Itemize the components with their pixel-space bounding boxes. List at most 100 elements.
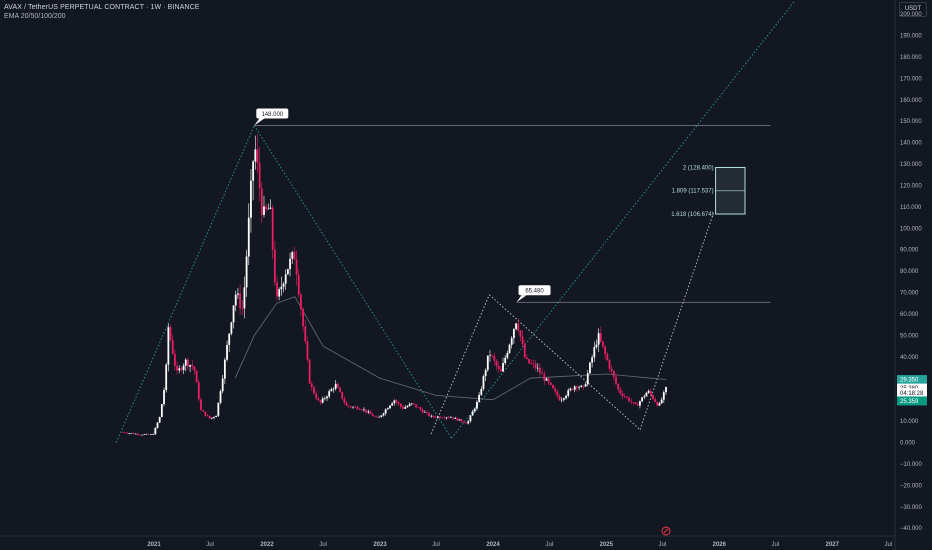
candle-body [641, 397, 643, 402]
candle-body [187, 359, 189, 367]
candle-body [413, 403, 415, 405]
candle-body [217, 402, 220, 416]
candle-body [280, 286, 283, 290]
y-tick-label: −10.000 [900, 462, 923, 468]
candle-body [130, 433, 133, 434]
candle-body [608, 360, 611, 369]
x-tick-label: 2023 [373, 542, 387, 548]
candle-body [434, 416, 437, 418]
candle-body [334, 383, 337, 389]
candle-body [467, 421, 470, 424]
indicator-label[interactable]: EMA 20/50/100/200 [4, 13, 66, 20]
candle-body [634, 402, 637, 405]
y-tick-label: −20.000 [900, 483, 923, 489]
candle-body [476, 401, 478, 409]
candle-body [399, 403, 402, 407]
candle-body [665, 387, 667, 393]
candle-body [178, 368, 181, 371]
candle-body [508, 344, 511, 353]
candle-body [643, 396, 646, 398]
candle-body [189, 365, 191, 367]
y-tick-label: 0.000 [900, 441, 916, 447]
candle-body [143, 434, 146, 435]
candle-body [482, 376, 485, 389]
y-tick-label: 120.000 [900, 183, 922, 189]
candle-body [350, 406, 352, 408]
candle-body [578, 387, 580, 388]
candle-body [230, 322, 233, 334]
candle-body [410, 403, 413, 405]
candle-body [625, 396, 628, 398]
fib-level-label: 2 (128.400) [683, 165, 714, 171]
candle-body [213, 416, 215, 418]
candle-body [497, 365, 500, 369]
candle-body [152, 434, 155, 435]
candle-body [573, 386, 576, 390]
candle-body [128, 433, 131, 434]
candle-body [469, 415, 472, 422]
candle-body [352, 406, 354, 408]
candle-body [345, 402, 348, 406]
candle-body [180, 368, 183, 371]
candle-body [273, 249, 276, 283]
candle-body [204, 411, 207, 416]
candle-body [584, 384, 587, 387]
candle-body [289, 258, 291, 270]
x-tick-label: Jul [432, 542, 440, 548]
candle-body [291, 252, 294, 259]
x-tick-label: 2024 [486, 542, 500, 548]
y-tick-label: 200.000 [900, 12, 922, 18]
price-axis[interactable]: 200.000 190.000 180.000 170.000 160.000 150.0… [900, 12, 923, 532]
time-axis[interactable]: 2021 Jul 2022 Jul 2023 Jul 2024 Jul 2025 Jul 2026 J… [147, 542, 892, 548]
candle-body [512, 329, 515, 339]
level-label: 65.480 [525, 289, 544, 295]
y-tick-label: 160.000 [900, 98, 922, 104]
candle-body [278, 289, 281, 297]
candle-body [647, 390, 650, 393]
currency-button[interactable]: USDT [899, 2, 927, 17]
candle-body [295, 259, 298, 275]
candle-body [428, 412, 431, 417]
candle-body [510, 338, 513, 345]
candle-body [541, 373, 544, 375]
alert-icon[interactable] [661, 526, 671, 536]
candle-body [139, 434, 142, 436]
candle-body [539, 367, 541, 374]
candle-body [339, 387, 341, 392]
candle-body [430, 415, 433, 417]
candle-body [504, 357, 507, 363]
candle-body [484, 370, 487, 377]
candle-body [124, 432, 126, 433]
y-tick-label: 110.000 [900, 205, 922, 211]
candle-body [380, 415, 383, 417]
fib-level-label: 1.809 (117.537) [672, 189, 714, 195]
candle-body [184, 359, 187, 366]
horizontal-levels: 148.000 65.480 [254, 108, 771, 303]
candle-body [239, 293, 241, 309]
x-tick-label: Jul [206, 542, 214, 548]
candle-body [569, 388, 572, 391]
candle-body [593, 346, 596, 358]
candle-body [269, 207, 272, 209]
price-label: 29.350 [900, 378, 919, 384]
candle-body [534, 363, 537, 369]
ema-lines [234, 296, 667, 401]
candle-body [404, 407, 407, 409]
candle-body [645, 392, 648, 397]
price-label-box [897, 375, 927, 385]
candle-body [630, 401, 633, 403]
candle-body [443, 417, 446, 419]
candle-body [623, 396, 626, 397]
candle-body [245, 256, 248, 288]
y-tick-label: 100.000 [900, 226, 922, 232]
candle-body [560, 399, 563, 401]
trendlines [115, 0, 795, 443]
candle-body [393, 400, 396, 404]
candle-body [491, 355, 494, 357]
price-label: 25.359 [900, 399, 919, 405]
candle-body [141, 434, 144, 436]
candle-body [358, 409, 361, 410]
candle-body [206, 415, 209, 417]
candle-body [286, 269, 289, 275]
